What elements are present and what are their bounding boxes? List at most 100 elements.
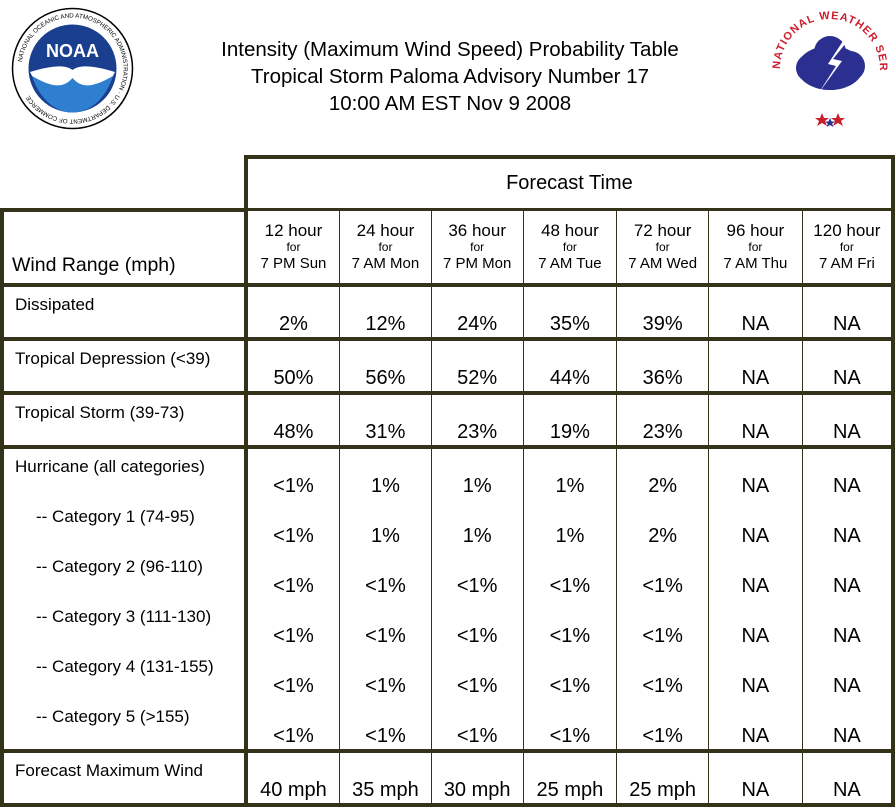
probability-cell: <1% (522, 599, 618, 649)
column-header-when: 7 PM Sun (260, 255, 327, 272)
probability-cell: NA (801, 337, 895, 395)
probability-cell: <1% (430, 699, 524, 753)
column-header-for: for (286, 240, 301, 254)
svg-text:NOAA: NOAA (46, 41, 99, 61)
column-header: 120 hour for 7 AM Fri (801, 209, 895, 285)
column-header: 24 hour for 7 AM Mon (339, 209, 432, 285)
row-label: -- Category 5 (>155) (0, 699, 248, 753)
probability-cell: 52% (430, 337, 524, 395)
row-label: Forecast Maximum Wind (0, 749, 248, 807)
column-header: 72 hour for 7 AM Wed (616, 209, 710, 285)
probability-cell: NA (708, 599, 803, 649)
probability-cell: 2% (616, 499, 710, 549)
table-row: Hurricane (all categories) <1% 1% 1% 1% 2% NA N… (0, 445, 895, 499)
column-header-hours: 72 hour (633, 221, 692, 240)
table-row: -- Category 1 (74-95) <1% 1% 1% 1% 2% NA NA (0, 499, 895, 549)
probability-cell: 24% (430, 283, 524, 341)
column-header: 12 hour for 7 PM Sun (243, 209, 341, 285)
probability-cell: NA (708, 391, 803, 449)
probability-cell: NA (801, 649, 895, 699)
probability-cell: 44% (522, 337, 618, 395)
probability-cell: <1% (339, 599, 432, 649)
probability-cell: 25 mph (616, 749, 710, 807)
probability-cell: NA (708, 699, 803, 753)
row-label: -- Category 1 (74-95) (0, 499, 248, 549)
probability-cell: <1% (522, 649, 618, 699)
probability-cell: 39% (616, 283, 710, 341)
title-line-2: Tropical Storm Paloma Advisory Number 17 (251, 65, 649, 88)
table-row: -- Category 2 (96-110) <1% <1% <1% <1% <1% NA N… (0, 549, 895, 599)
probability-table: Forecast Time Wind Range (mph) 12 hour fo… (0, 155, 895, 807)
forecast-time-header: Forecast Time (243, 155, 895, 211)
probability-cell: 1% (339, 445, 432, 499)
noaa-logo-icon: NOAA NATIONAL OCEANIC AND ATMOSPHERIC AD… (11, 7, 134, 130)
page-title: Intensity (Maximum Wind Speed) Probabili… (150, 36, 750, 117)
probability-cell: 36% (616, 337, 710, 395)
probability-cell: NA (801, 445, 895, 499)
column-header-when: 7 AM Fri (818, 255, 875, 272)
probability-cell: 35% (522, 283, 618, 341)
probability-cell: 56% (339, 337, 432, 395)
probability-cell: 31% (339, 391, 432, 449)
probability-cell: <1% (339, 699, 432, 753)
column-header-hours: 96 hour (726, 221, 785, 240)
table-row: -- Category 3 (111-130) <1% <1% <1% <1% <1% NA… (0, 599, 895, 649)
table-row: Dissipated 2% 12% 24% 35% 39% NA NA (0, 283, 895, 341)
table-row: -- Category 4 (131-155) <1% <1% <1% <1% <1% NA… (0, 649, 895, 699)
probability-cell: NA (708, 649, 803, 699)
column-header-when: 7 PM Mon (443, 255, 512, 272)
probability-cell: NA (801, 599, 895, 649)
probability-cell: <1% (430, 649, 524, 699)
column-header-hours: 48 hour (541, 221, 599, 240)
probability-cell: <1% (616, 699, 710, 753)
probability-cell: NA (708, 445, 803, 499)
probability-cell: <1% (245, 599, 341, 649)
probability-cell: 40 mph (245, 749, 341, 807)
table-row: Tropical Storm (39-73) 48% 31% 23% 19% 23% NA N… (0, 391, 895, 449)
probability-cell: 2% (616, 445, 710, 499)
probability-cell: 1% (430, 499, 524, 549)
probability-cell: NA (708, 499, 803, 549)
probability-cell: NA (801, 391, 895, 449)
row-label: Dissipated (0, 283, 248, 341)
probability-cell: 30 mph (430, 749, 524, 807)
probability-cell: 50% (245, 337, 341, 395)
row-label: Tropical Depression (<39) (0, 337, 248, 395)
column-header-for: for (748, 240, 763, 254)
column-header: 36 hour for 7 PM Mon (430, 209, 524, 285)
probability-cell: NA (801, 499, 895, 549)
probability-cell: <1% (339, 549, 432, 599)
probability-cell: <1% (245, 445, 341, 499)
column-header-for: for (839, 240, 854, 254)
probability-cell: <1% (430, 599, 524, 649)
probability-cell: 2% (245, 283, 341, 341)
row-label: -- Category 4 (131-155) (0, 649, 248, 699)
probability-cell: 23% (430, 391, 524, 449)
column-header-hours: 24 hour (356, 221, 415, 240)
table-row: Tropical Depression (<39) 50% 56% 52% 44% 36%… (0, 337, 895, 395)
probability-cell: 1% (522, 445, 618, 499)
probability-cell: NA (708, 749, 803, 807)
probability-cell: NA (801, 549, 895, 599)
probability-cell: <1% (616, 549, 710, 599)
probability-cell: NA (801, 749, 895, 807)
probability-cell: <1% (245, 549, 341, 599)
probability-cell: <1% (245, 649, 341, 699)
table-row: Forecast Maximum Wind 40 mph 35 mph 30 mph 2… (0, 749, 895, 807)
probability-cell: 1% (430, 445, 524, 499)
wind-range-header: Wind Range (mph) (0, 207, 246, 285)
probability-cell: 35 mph (339, 749, 432, 807)
probability-cell: NA (708, 337, 803, 395)
probability-cell: 12% (339, 283, 432, 341)
column-header-when: 7 AM Wed (628, 255, 698, 272)
row-label: -- Category 3 (111-130) (0, 599, 248, 649)
probability-cell: <1% (616, 599, 710, 649)
probability-cell: <1% (245, 499, 341, 549)
probability-cell: 1% (339, 499, 432, 549)
table-row: -- Category 5 (>155) <1% <1% <1% <1% <1% NA NA (0, 699, 895, 753)
probability-cell: 48% (245, 391, 341, 449)
column-header-when: 7 AM Mon (351, 255, 420, 272)
probability-cell: <1% (522, 549, 618, 599)
column-header-hours: 12 hour (264, 221, 323, 240)
column-header-for: for (562, 240, 577, 254)
